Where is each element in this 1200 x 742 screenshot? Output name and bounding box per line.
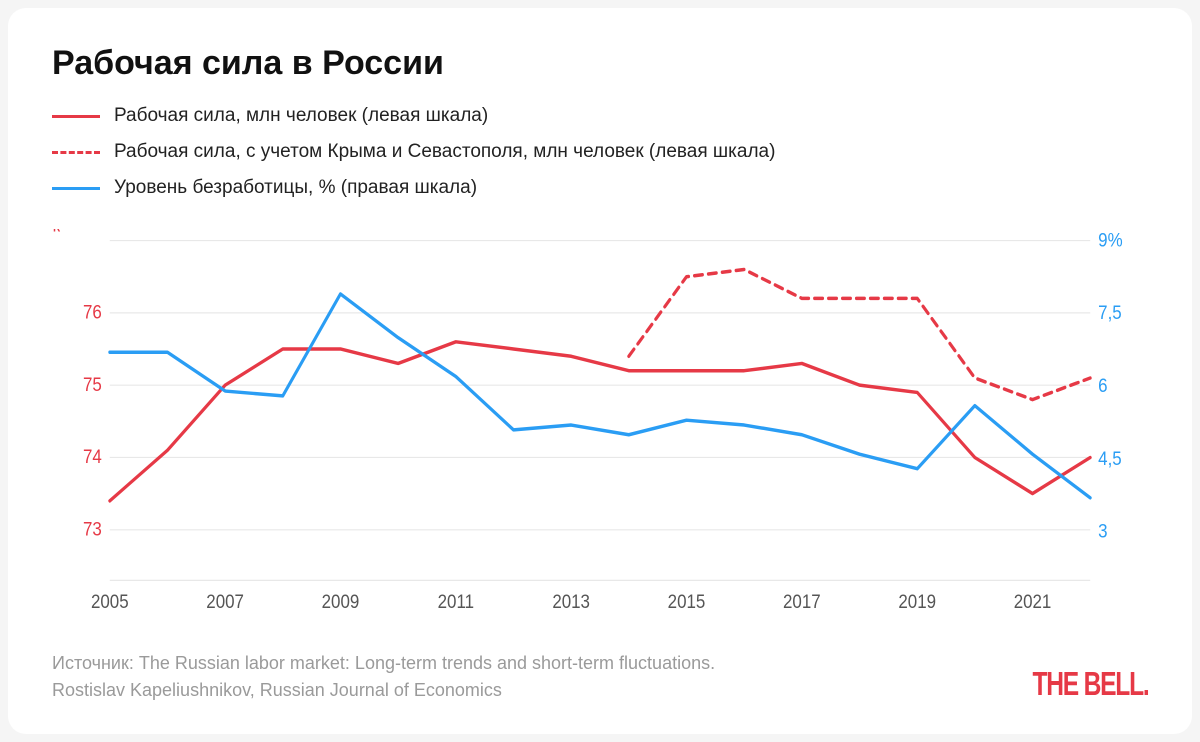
x-axis: 2005 2007 2009 2011 2013 2015 2017 2019 2021 <box>91 590 1051 612</box>
x-tick: 2013 <box>552 590 590 612</box>
source-text: Источник: The Russian labor market: Long… <box>52 650 772 704</box>
footer: Источник: The Russian labor market: Long… <box>52 650 1148 704</box>
y-right-tick: 6 <box>1098 374 1107 396</box>
y-axis-right: 3 4,5 6 7,5 9% <box>1098 229 1122 542</box>
x-tick: 2005 <box>91 590 129 612</box>
x-tick: 2011 <box>438 590 474 612</box>
chart-title: Рабочая сила в России <box>52 44 1148 83</box>
legend-item: Уровень безработицы, % (правая шкала) <box>52 177 1148 199</box>
series-labor_force_crimea <box>629 269 1090 399</box>
legend: Рабочая сила, млн человек (левая шкала) Р… <box>52 105 1148 199</box>
x-tick: 2021 <box>1014 590 1052 612</box>
y-right-tick: 7,5 <box>1098 301 1122 323</box>
y-right-tick: 4,5 <box>1098 447 1122 469</box>
legend-label: Рабочая сила, с учетом Крыма и Севастопо… <box>114 141 775 163</box>
y-left-tick: 76 <box>83 300 102 322</box>
x-tick: 2009 <box>322 590 360 612</box>
y-axis-left: 73 74 75 76 77 млн человек <box>52 229 102 540</box>
y-left-tick: 73 <box>83 517 102 539</box>
legend-label: Уровень безработицы, % (правая шкала) <box>114 177 477 199</box>
legend-swatch <box>52 115 100 118</box>
y-left-tick: 74 <box>83 445 102 467</box>
legend-label: Рабочая сила, млн человек (левая шкала) <box>114 105 488 127</box>
y-right-tick: 9% <box>1098 229 1122 251</box>
legend-swatch <box>52 187 100 190</box>
legend-swatch <box>52 151 100 154</box>
chart-area: 73 74 75 76 77 млн человек 3 4,5 6 7,5 9% 2005 2007… <box>52 229 1148 622</box>
series-labor_force <box>110 342 1090 501</box>
chart-svg: 73 74 75 76 77 млн человек 3 4,5 6 7,5 9% 2005 2007… <box>52 229 1148 622</box>
y-right-tick: 3 <box>1098 519 1107 541</box>
y-left-tick: 75 <box>83 373 102 395</box>
legend-item: Рабочая сила, млн человек (левая шкала) <box>52 105 1148 127</box>
y-left-tick: 77 млн человек <box>52 229 61 236</box>
legend-item: Рабочая сила, с учетом Крыма и Севастопо… <box>52 141 1148 163</box>
brand-logo: THE BELL. <box>1032 667 1148 704</box>
chart-card: Рабочая сила в России Рабочая сила, млн … <box>8 8 1192 734</box>
x-tick: 2007 <box>206 590 244 612</box>
gridlines <box>110 241 1090 581</box>
x-tick: 2015 <box>668 590 706 612</box>
x-tick: 2017 <box>783 590 821 612</box>
series-unemployment <box>110 294 1090 498</box>
x-tick: 2019 <box>898 590 936 612</box>
